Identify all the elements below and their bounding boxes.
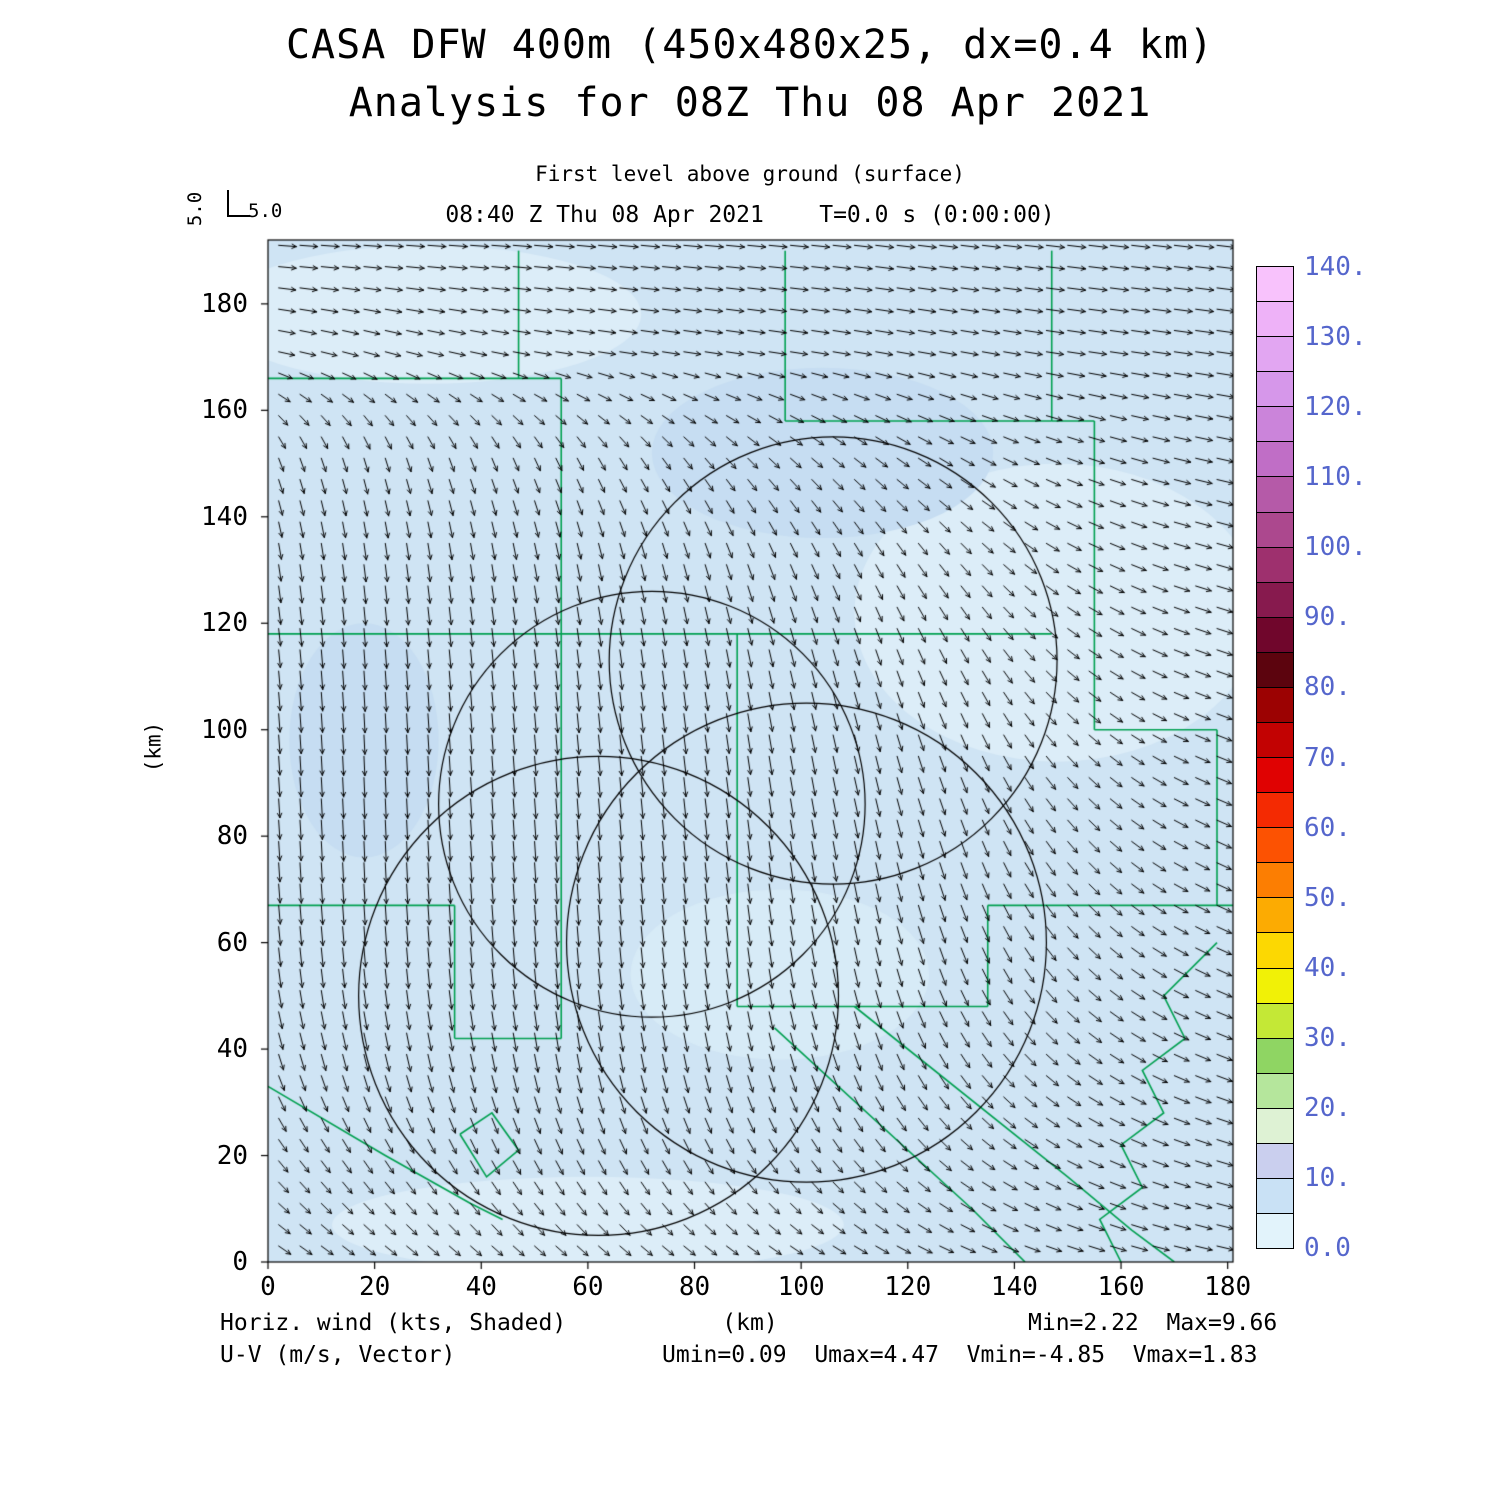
- colorbar-segment: [1257, 302, 1293, 338]
- colorbar-segment: [1257, 442, 1293, 478]
- colorbar-tick-label: 110.: [1304, 462, 1367, 493]
- colorbar-tick-label: 30.: [1304, 1022, 1351, 1053]
- colorbar-segment: [1257, 1073, 1293, 1109]
- colorbar-segment: [1257, 267, 1293, 303]
- x-tick-label: 140: [990, 1272, 1038, 1302]
- colorbar-segment: [1257, 828, 1293, 864]
- y-tick-label: 140: [201, 501, 248, 532]
- colorbar-tick-label: 10.: [1304, 1162, 1351, 1193]
- legend-vector-label: U-V (m/s, Vector): [220, 1342, 456, 1368]
- colorbar-segment: [1257, 512, 1293, 548]
- colorbar-segment: [1257, 1003, 1293, 1039]
- colorbar-segment: [1257, 547, 1293, 583]
- colorbar-tick-label: 70.: [1304, 742, 1351, 773]
- plot-canvas: [260, 238, 1240, 1278]
- colorbar-tick-label: 40.: [1304, 952, 1351, 983]
- colorbar-tick-label: 60.: [1304, 812, 1351, 843]
- colorbar-segment: [1257, 687, 1293, 724]
- colorbar-segment: [1257, 793, 1293, 829]
- colorbar-segment: [1257, 1214, 1293, 1249]
- colorbar-segment: [1257, 758, 1293, 794]
- colorbar-tick-label: 120.: [1304, 392, 1367, 423]
- colorbar-tick-label: 100.: [1304, 532, 1367, 563]
- x-tick-label: 0: [260, 1272, 276, 1302]
- colorbar-segment: [1257, 968, 1293, 1004]
- colorbar-segment: [1257, 407, 1293, 443]
- legend-shaded-label: Horiz. wind (kts, Shaded): [220, 1310, 567, 1336]
- colorbar-tick-label: 50.: [1304, 882, 1351, 913]
- uv-minmax-stats: Umin=0.09 Umax=4.47 Vmin=-4.85 Vmax=1.83: [662, 1342, 1258, 1368]
- colorbar-segment: [1257, 582, 1293, 618]
- colorbar-segment: [1257, 1179, 1293, 1215]
- colorbar-segment: [1257, 723, 1293, 759]
- colorbar-tick-label: 130.: [1304, 322, 1367, 353]
- colorbar-segment: [1257, 617, 1293, 653]
- y-tick-label: 40: [216, 1034, 248, 1065]
- x-tick-label: 20: [358, 1272, 391, 1302]
- y-tick-label: 180: [201, 288, 248, 319]
- field-minmax-stats: Min=2.22 Max=9.66: [1028, 1310, 1278, 1336]
- x-axis-label: (km): [722, 1310, 778, 1336]
- colorbar-segment: [1257, 372, 1293, 408]
- colorbar-segment: [1257, 1143, 1293, 1180]
- colorbar-tick-label: 0.0: [1304, 1233, 1351, 1263]
- colorbar: [1256, 266, 1294, 1249]
- y-axis-label: (km): [141, 721, 166, 773]
- level-subtitle: First level above ground (surface): [535, 162, 965, 186]
- page-title: CASA DFW 400m (450x480x25, dx=0.4 km): [285, 22, 1215, 68]
- page-subtitle-date: Analysis for 08Z Thu 08 Apr 2021: [348, 80, 1152, 126]
- colorbar-tick-label: 90.: [1304, 602, 1351, 633]
- y-tick-label: 60: [216, 927, 248, 958]
- y-tick-label: 100: [201, 714, 248, 745]
- y-tick-label: 120: [201, 608, 248, 639]
- colorbar-segment: [1257, 1108, 1293, 1144]
- y-tick-label: 80: [216, 821, 248, 852]
- x-tick-label: 120: [884, 1272, 932, 1302]
- reference-vector-mark-icon: [216, 186, 260, 230]
- colorbar-segment: [1257, 1038, 1293, 1074]
- colorbar-tick-label: 20.: [1304, 1092, 1351, 1123]
- x-tick-label: 40: [465, 1272, 497, 1302]
- y-tick-label: 0: [232, 1247, 248, 1277]
- x-tick-label: 100: [777, 1272, 825, 1302]
- x-tick-label: 180: [1204, 1272, 1252, 1302]
- reference-vector-label-vertical: 5.0: [184, 191, 207, 227]
- colorbar-tick-label: 80.: [1304, 672, 1351, 703]
- colorbar-tick-label: 140.: [1304, 252, 1367, 282]
- reference-vector-label-horizontal: 5.0: [248, 200, 283, 222]
- colorbar-segment: [1257, 933, 1293, 969]
- y-tick-label: 20: [216, 1140, 248, 1171]
- colorbar-segment: [1257, 652, 1293, 688]
- colorbar-segment: [1257, 863, 1293, 899]
- x-tick-label: 80: [678, 1272, 711, 1302]
- colorbar-segment: [1257, 898, 1293, 934]
- x-tick-label: 160: [1097, 1272, 1145, 1302]
- x-tick-label: 60: [572, 1272, 604, 1302]
- valid-time-line: 08:40 Z Thu 08 Apr 2021 T=0.0 s (0:00:00…: [445, 202, 1055, 228]
- y-tick-label: 160: [201, 395, 248, 426]
- colorbar-segment: [1257, 337, 1293, 373]
- colorbar-segment: [1257, 477, 1293, 513]
